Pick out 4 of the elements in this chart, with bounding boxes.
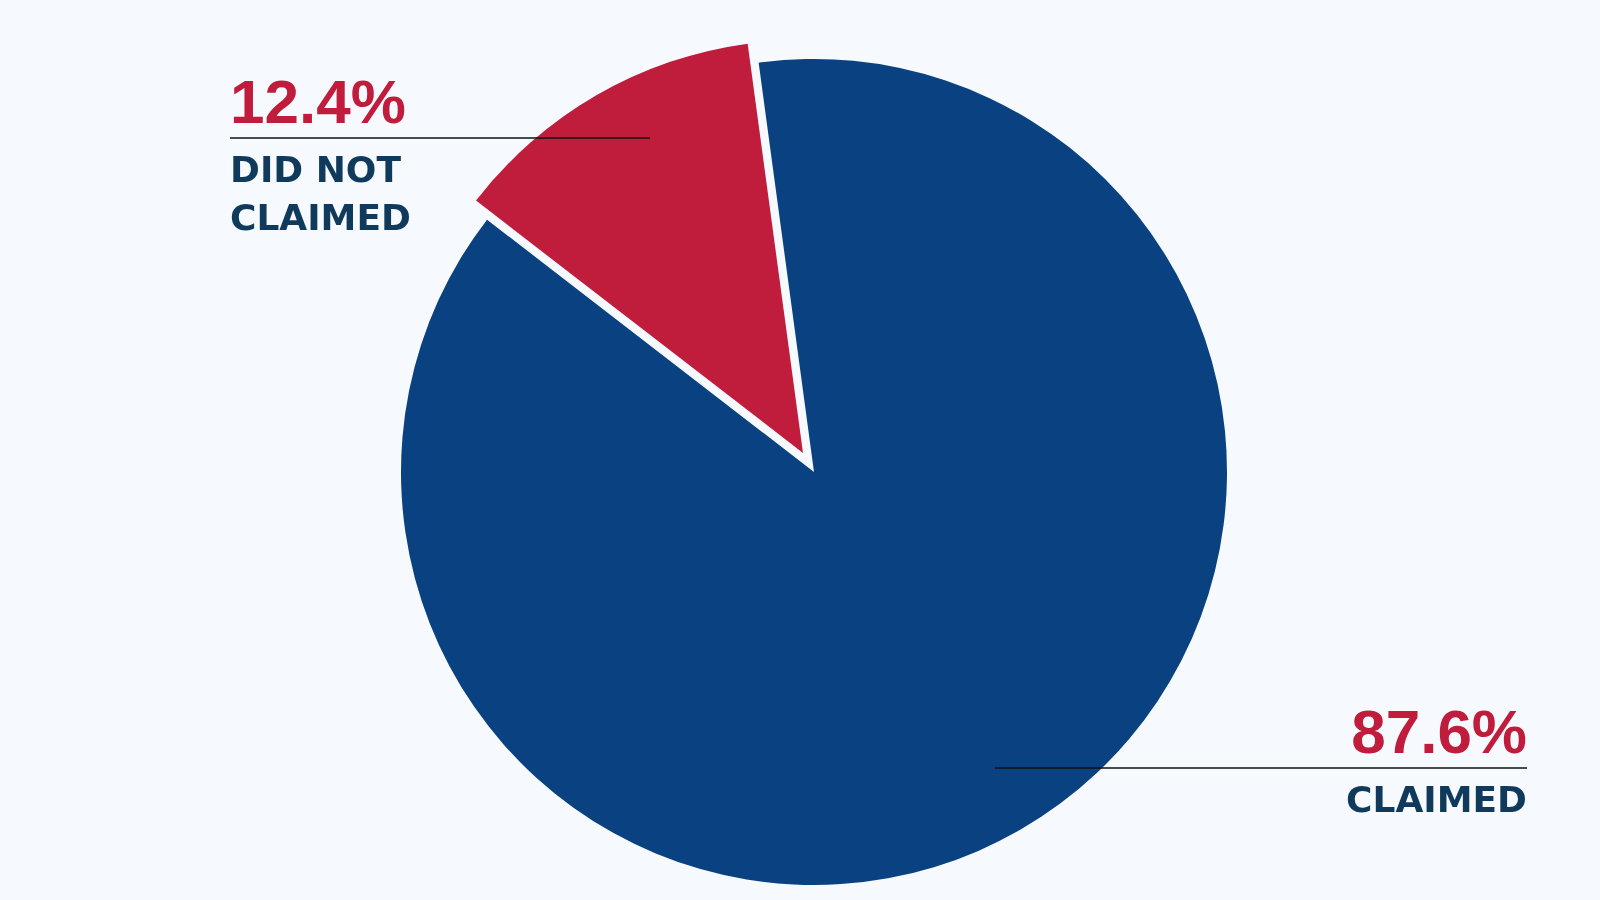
data-label: 12.4% xyxy=(230,66,406,136)
slice-label: CLAIMED xyxy=(1346,778,1527,820)
slice-label: DID NOT CLAIMED xyxy=(230,148,411,238)
data-label: 87.6% xyxy=(1351,696,1527,766)
